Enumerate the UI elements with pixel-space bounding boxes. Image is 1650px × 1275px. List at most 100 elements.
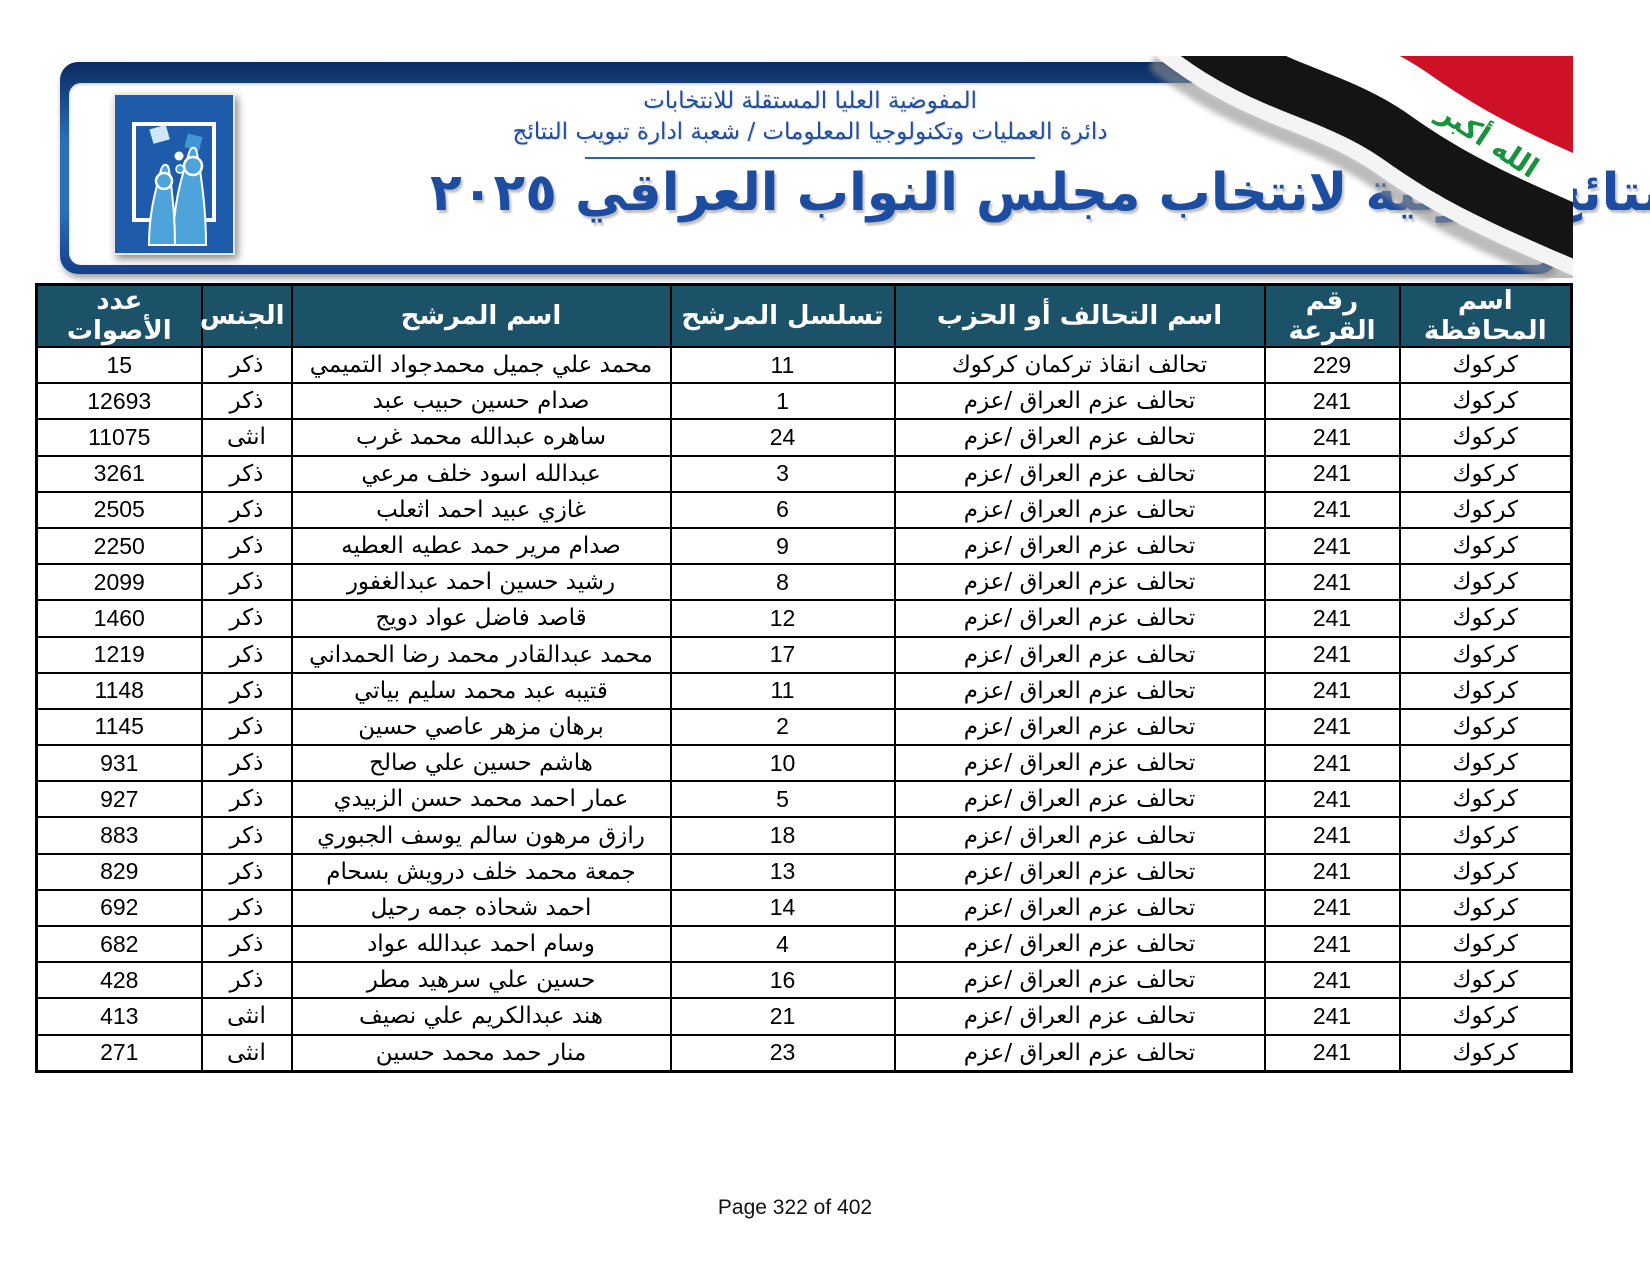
column-header-lottery: رقم القرعة xyxy=(1263,283,1401,348)
table-row: كركوك 241 تحالف عزم العراق /عزم 12 قاصد فاضل… xyxy=(35,599,1573,638)
cell-gender: ذكر xyxy=(200,924,293,964)
cell-governorate: كركوك xyxy=(1398,635,1573,674)
cell-lottery: 241 xyxy=(1263,997,1401,1036)
cell-name: قتيبه عبد محمد سليم بياتي xyxy=(290,671,672,710)
cell-lottery: 241 xyxy=(1263,888,1401,928)
cell-lottery: 241 xyxy=(1263,526,1401,566)
cell-gender: ذكر xyxy=(200,852,293,891)
cell-name: قاصد فاضل عواد دويج xyxy=(290,599,672,638)
cell-sequence: 10 xyxy=(669,744,896,783)
cell-votes: 3261 xyxy=(35,454,203,493)
cell-governorate: كركوك xyxy=(1398,744,1573,783)
cell-governorate: كركوك xyxy=(1398,707,1573,747)
cell-name: احمد شحاذه جمه رحيل xyxy=(290,888,672,928)
cell-sequence: 1 xyxy=(669,382,896,421)
cell-sequence: 13 xyxy=(669,852,896,891)
cell-party: تحالف عزم العراق /عزم xyxy=(893,707,1266,747)
cell-governorate: كركوك xyxy=(1398,563,1573,602)
cell-gender: ذكر xyxy=(200,671,293,710)
cell-votes: 2099 xyxy=(35,563,203,602)
cell-gender: ذكر xyxy=(200,490,293,529)
cell-sequence: 3 xyxy=(669,454,896,493)
cell-name: صدام حسين حبيب عبد xyxy=(290,382,672,421)
cell-gender: ذكر xyxy=(200,816,293,855)
cell-lottery: 241 xyxy=(1263,816,1401,855)
cell-sequence: 12 xyxy=(669,599,896,638)
banner-text-block: المفوضية العليا المستقلة للانتخابات دائر… xyxy=(430,86,1650,221)
cell-governorate: كركوك xyxy=(1398,382,1573,421)
cell-votes: 11075 xyxy=(35,418,203,457)
table-row: كركوك 241 تحالف عزم العراق /عزم 9 صدام مرير … xyxy=(35,526,1573,566)
table-row: كركوك 241 تحالف عزم العراق /عزم 21 هند عبدال… xyxy=(35,997,1573,1036)
cell-party: تحالف عزم العراق /عزم xyxy=(893,852,1266,891)
cell-votes: 1145 xyxy=(35,707,203,747)
cell-governorate: كركوك xyxy=(1398,454,1573,493)
cell-sequence: 4 xyxy=(669,924,896,964)
cell-party: تحالف عزم العراق /عزم xyxy=(893,816,1266,855)
cell-party: تحالف عزم العراق /عزم xyxy=(893,454,1266,493)
cell-lottery: 241 xyxy=(1263,563,1401,602)
cell-sequence: 2 xyxy=(669,707,896,747)
banner-divider xyxy=(585,157,1035,160)
cell-sequence: 16 xyxy=(669,961,896,1000)
cell-votes: 692 xyxy=(35,888,203,928)
cell-name: حسين علي سرهيد مطر xyxy=(290,961,672,1000)
cell-lottery: 241 xyxy=(1263,744,1401,783)
cell-votes: 271 xyxy=(35,1033,203,1073)
table-row: كركوك 241 تحالف عزم العراق /عزم 5 عمار احمد … xyxy=(35,780,1573,819)
cell-name: هند عبدالكريم علي نصيف xyxy=(290,997,672,1036)
cell-governorate: كركوك xyxy=(1398,852,1573,891)
results-table: اسم المحافظة رقم القرعة اسم التحالف أو الح… xyxy=(35,283,1573,1073)
table-row: كركوك 229 تحالف انقاذ تركمان كركوك 11 محمد ع… xyxy=(35,345,1573,385)
table-row: كركوك 241 تحالف عزم العراق /عزم 18 رازق مرهو… xyxy=(35,816,1573,855)
table-row: كركوك 241 تحالف عزم العراق /عزم 10 هاشم حسين… xyxy=(35,744,1573,783)
cell-votes: 413 xyxy=(35,997,203,1036)
cell-name: محمد عبدالقادر محمد رضا الحمداني xyxy=(290,635,672,674)
iraq-flag-icon: الله أكبر xyxy=(1149,56,1573,278)
cell-governorate: كركوك xyxy=(1398,490,1573,529)
cell-party: تحالف عزم العراق /عزم xyxy=(893,418,1266,457)
column-header-name: اسم المرشح xyxy=(290,283,672,348)
cell-name: صدام مرير حمد عطيه العطيه xyxy=(290,526,672,566)
cell-name: عمار احمد محمد حسن الزبيدي xyxy=(290,780,672,819)
table-row: كركوك 241 تحالف عزم العراق /عزم 14 احمد شحاذ… xyxy=(35,888,1573,928)
cell-name: محمد علي جميل محمدجواد التميمي xyxy=(290,345,672,385)
cell-name: وسام احمد عبدالله عواد xyxy=(290,924,672,964)
cell-name: جمعة محمد خلف درويش بسحام xyxy=(290,852,672,891)
column-header-governorate: اسم المحافظة xyxy=(1398,283,1573,348)
column-header-gender: الجنس xyxy=(200,283,293,348)
cell-votes: 883 xyxy=(35,816,203,855)
column-header-votes: عدد الأصوات xyxy=(35,283,203,348)
cell-votes: 15 xyxy=(35,345,203,385)
cell-gender: انثى xyxy=(200,418,293,457)
cell-gender: انثى xyxy=(200,1033,293,1073)
table-row: كركوك 241 تحالف عزم العراق /عزم 1 صدام حسين … xyxy=(35,382,1573,421)
page-number-label: Page 322 of 402 xyxy=(717,1196,873,1219)
cell-sequence: 11 xyxy=(669,345,896,385)
cell-lottery: 241 xyxy=(1263,924,1401,964)
cell-votes: 682 xyxy=(35,924,203,964)
table-row: كركوك 241 تحالف عزم العراق /عزم 23 منار حمد … xyxy=(35,1033,1573,1073)
cell-party: تحالف عزم العراق /عزم xyxy=(893,961,1266,1000)
cell-governorate: كركوك xyxy=(1398,418,1573,457)
cell-party: تحالف عزم العراق /عزم xyxy=(893,382,1266,421)
cell-governorate: كركوك xyxy=(1398,780,1573,819)
cell-sequence: 24 xyxy=(669,418,896,457)
cell-lottery: 241 xyxy=(1263,599,1401,638)
cell-party: تحالف عزم العراق /عزم xyxy=(893,563,1266,602)
org-name-line: المفوضية العليا المستقلة للانتخابات xyxy=(643,88,977,114)
cell-sequence: 23 xyxy=(669,1033,896,1073)
cell-gender: ذكر xyxy=(200,382,293,421)
cell-party: تحالف عزم العراق /عزم xyxy=(893,526,1266,566)
table-row: كركوك 241 تحالف عزم العراق /عزم 8 رشيد حسين … xyxy=(35,563,1573,602)
table-row: كركوك 241 تحالف عزم العراق /عزم 11 قتيبه عبد… xyxy=(35,671,1573,710)
cell-party: تحالف عزم العراق /عزم xyxy=(893,780,1266,819)
cell-votes: 829 xyxy=(35,852,203,891)
cell-sequence: 9 xyxy=(669,526,896,566)
cell-sequence: 18 xyxy=(669,816,896,855)
cell-governorate: كركوك xyxy=(1398,997,1573,1036)
cell-party: تحالف عزم العراق /عزم xyxy=(893,744,1266,783)
cell-name: برهان مزهر عاصي حسين xyxy=(290,707,672,747)
table-row: كركوك 241 تحالف عزم العراق /عزم 2 برهان مزهر… xyxy=(35,707,1573,747)
